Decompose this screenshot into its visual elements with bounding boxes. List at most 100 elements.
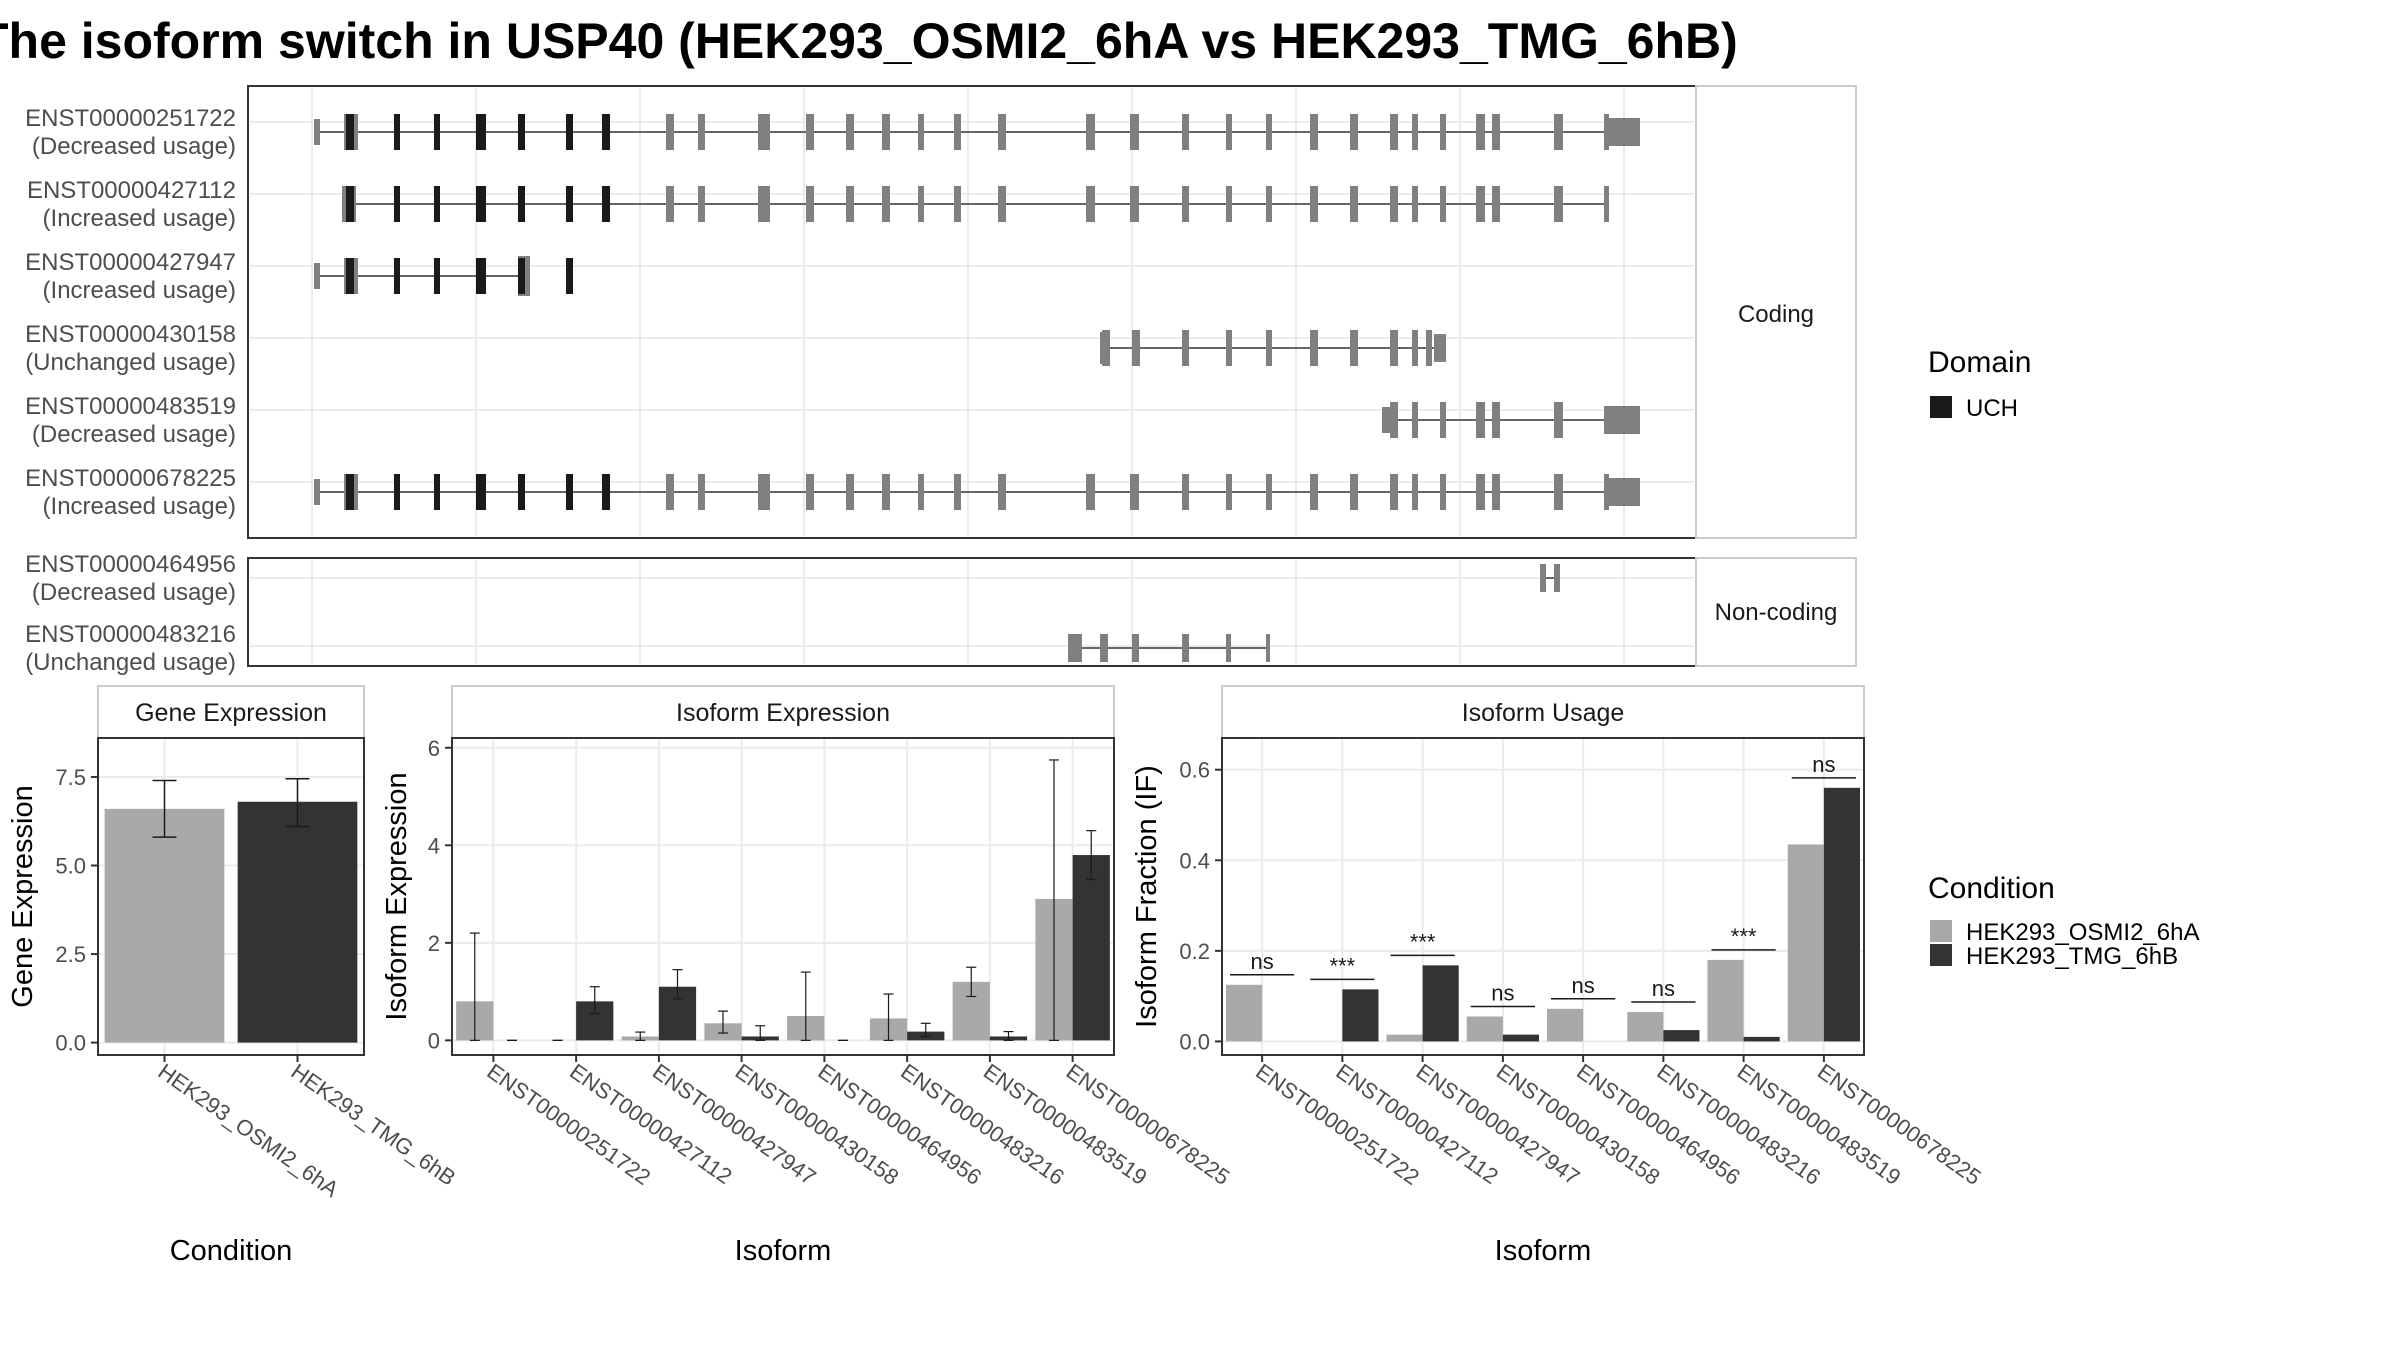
coding-exon <box>1310 330 1318 366</box>
y-tick-label: 5.0 <box>55 854 86 879</box>
coding-exon <box>666 474 674 510</box>
coding-exon <box>882 114 890 150</box>
transcript-id-label: ENST00000427947 <box>25 249 236 276</box>
chart-panel-1: Isoform Expression0246ENST00000251722ENS… <box>381 685 1234 1267</box>
chart-panel-0: Gene Expression0.02.55.07.5HEK293_OSMI2_… <box>7 685 460 1267</box>
coding-exon <box>1604 114 1609 150</box>
bar <box>1342 989 1379 1042</box>
chart-title: Gene Expression <box>135 699 327 727</box>
coding-strip <box>1695 85 1857 539</box>
noncoding-exon <box>1540 564 1546 592</box>
uch-domain-exon <box>434 258 440 294</box>
coding-exon <box>998 114 1006 150</box>
coding-exon <box>954 186 961 222</box>
uch-domain-exon <box>518 474 525 510</box>
bar-panels: Gene Expression0.02.55.07.5HEK293_OSMI2_… <box>7 685 1986 1267</box>
bar <box>1226 984 1263 1042</box>
utr-exon <box>1604 406 1640 434</box>
coding-exon <box>1554 474 1563 510</box>
coding-exon <box>918 474 924 510</box>
bar <box>1787 844 1824 1042</box>
uch-domain-exon <box>518 114 525 150</box>
bar <box>1627 1011 1664 1042</box>
chart-panel-2: Isoform Usage ns *** *** ns ns ns *** ns 0.0 0.2 0.… <box>1131 685 1986 1267</box>
coding-exon <box>1492 114 1500 150</box>
y-tick-label: 6 <box>428 736 440 761</box>
coding-exon <box>1310 474 1318 510</box>
chart-frame <box>451 737 1115 1056</box>
bar <box>1072 855 1110 1041</box>
coding-exon <box>1182 186 1189 222</box>
uch-domain-exon <box>346 258 354 294</box>
uch-domain-exon <box>394 474 400 510</box>
condition-legend-title: Condition <box>1928 872 2055 905</box>
condition-legend-swatch-a <box>1930 920 1952 942</box>
coding-exon <box>1440 402 1446 438</box>
transcript-id-label: ENST00000251722 <box>25 105 236 132</box>
uch-domain-exon <box>394 186 400 222</box>
coding-exon <box>1226 186 1232 222</box>
coding-exon <box>1492 474 1500 510</box>
coding-exon <box>758 114 770 150</box>
coding-exon <box>1266 186 1272 222</box>
coding-exon <box>666 186 674 222</box>
x-axis-title: Isoform <box>1495 1235 1592 1267</box>
transcript-usage-label: (Increased usage) <box>43 205 236 232</box>
bar <box>1663 1030 1700 1042</box>
uch-domain-exon <box>602 474 610 510</box>
noncoding-exon <box>1554 564 1560 592</box>
chart-title: Isoform Usage <box>1462 699 1625 727</box>
coding-exon <box>1102 330 1110 366</box>
y-axis-title: Isoform Fraction (IF) <box>1131 765 1163 1028</box>
coding-exon <box>1412 114 1418 150</box>
significance-label: *** <box>1330 953 1356 978</box>
coding-exon <box>1310 114 1318 150</box>
uch-domain-exon <box>566 114 573 150</box>
coding-exon <box>1604 474 1609 510</box>
coding-exon <box>846 474 854 510</box>
coding-exon <box>1350 330 1358 366</box>
uch-domain-exon <box>518 258 525 294</box>
bar <box>1707 959 1744 1042</box>
uch-domain-exon <box>476 114 486 150</box>
uch-domain-exon <box>394 258 400 294</box>
coding-exon <box>666 114 674 150</box>
coding-exon <box>1440 114 1446 150</box>
y-tick-label: 4 <box>428 833 440 858</box>
coding-exon <box>1412 330 1418 366</box>
significance-label: *** <box>1731 924 1757 949</box>
bar <box>1823 787 1860 1042</box>
transcript-id-label: ENST00000464956 <box>25 551 236 578</box>
uch-domain-exon <box>434 114 440 150</box>
uch-domain-exon <box>346 186 354 222</box>
y-tick-label: 0.0 <box>55 1031 86 1056</box>
coding-exon <box>1412 474 1418 510</box>
significance-label: ns <box>1491 981 1514 1006</box>
condition-legend: Condition HEK293_OSMI2_6hA HEK293_TMG_6h… <box>1928 872 2199 970</box>
coding-exon <box>1390 330 1398 366</box>
coding-exon <box>846 186 854 222</box>
coding-exon <box>1426 330 1432 366</box>
domain-legend-title: Domain <box>1928 346 2031 379</box>
transcript-usage-label: (Decreased usage) <box>32 133 236 160</box>
x-axis-title: Condition <box>170 1235 293 1267</box>
transcript-id-label: ENST00000678225 <box>25 465 236 492</box>
uch-domain-exon <box>394 114 400 150</box>
transcript-id-label: ENST00000427112 <box>27 177 236 204</box>
condition-legend-item-a: HEK293_OSMI2_6hA <box>1966 919 2199 946</box>
domain-legend-swatch <box>1930 396 1952 418</box>
chart-title: Isoform Expression <box>676 699 890 727</box>
transcript-id-label: ENST00000483519 <box>25 393 236 420</box>
coding-exon <box>806 114 814 150</box>
coding-exon <box>1182 330 1189 366</box>
bar <box>1422 965 1459 1042</box>
coding-exon <box>1226 330 1232 366</box>
x-axis-title: Isoform <box>735 1235 832 1267</box>
coding-exon <box>1390 474 1398 510</box>
bar <box>1466 1016 1503 1042</box>
coding-exon <box>1604 186 1609 222</box>
bar <box>104 808 225 1043</box>
utr-exon <box>1604 478 1640 506</box>
coding-exon <box>1182 474 1189 510</box>
